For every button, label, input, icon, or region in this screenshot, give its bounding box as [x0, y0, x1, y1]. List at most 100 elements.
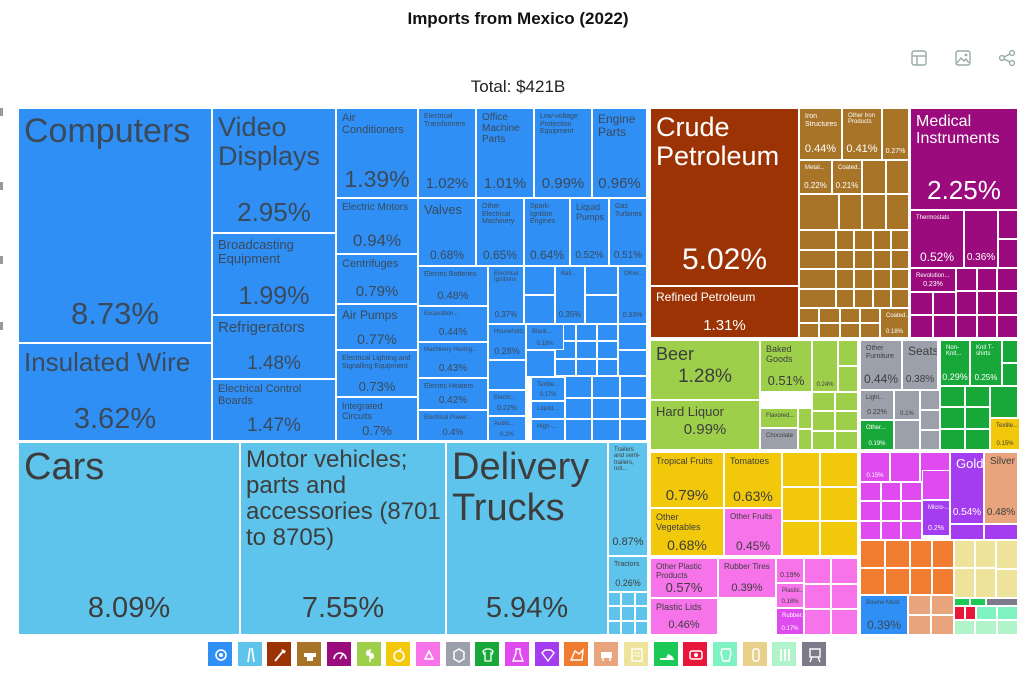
treemap-cell-other-furniture[interactable]: Other Furniture 0.44% — [860, 340, 902, 390]
treemap-cell-chemical-products-minor[interactable] — [901, 482, 922, 502]
treemap-cell-coated[interactable]: Coated... 0.21% — [832, 160, 862, 194]
treemap-cell-arts-and-antiques-minor[interactable] — [965, 606, 976, 620]
treemap-cell-metals-minor[interactable] — [854, 230, 873, 250]
treemap-cell-metals-minor[interactable] — [872, 269, 891, 289]
treemap-cell-other-fruits[interactable]: Other Fruits 0.45% — [724, 508, 782, 556]
treemap-cell-machines-minor[interactable] — [592, 376, 620, 398]
treemap-cell-textiles-minor[interactable] — [940, 428, 965, 450]
treemap-cell-metals-minor[interactable] — [839, 308, 860, 323]
treemap-cell-transportation-minor[interactable] — [634, 606, 648, 621]
treemap-cell-machines-minor[interactable] — [585, 266, 618, 295]
treemap-cell-paper-goods-minor[interactable] — [975, 568, 996, 598]
treemap-cell-instruments-minor[interactable] — [956, 268, 977, 292]
treemap-cell-transportation-minor[interactable] — [608, 620, 622, 635]
treemap-cell-vegetable-products-minor[interactable] — [820, 521, 858, 556]
treemap-cell-metals-minor[interactable] — [862, 194, 886, 230]
treemap-cell-hard-liquor[interactable]: Hard Liquor 0.99% — [650, 400, 760, 450]
treemap-cell-refined-petroleum[interactable]: Refined Petroleum 1.31% — [650, 286, 799, 338]
treemap-cell-arts-and-antiques-minor[interactable] — [954, 606, 965, 620]
treemap-cell-machines-minor[interactable] — [585, 295, 618, 324]
treemap-cell-plastics-and-rubbers-minor[interactable] — [804, 558, 831, 584]
treemap-cell-foodstuffs-minor[interactable] — [835, 430, 858, 450]
treemap-cell-engine-parts[interactable]: Engine Parts 0.96% — [592, 108, 647, 198]
treemap-cell-unlabeled[interactable]: 0.19% — [776, 558, 804, 583]
treemap-cell-integrated-circuits[interactable]: Integrated Circuits 0.7% — [336, 397, 418, 441]
treemap-cell-metals-minor[interactable] — [885, 160, 909, 194]
treemap-cell-unlabeled[interactable]: 0.27% — [882, 108, 909, 160]
treemap-cell-flavored[interactable]: Flavored... — [760, 408, 798, 428]
treemap-cell-gas-turbines[interactable]: Gas Turbines 0.51% — [609, 198, 647, 266]
treemap-cell-foodstuffs-minor[interactable] — [838, 340, 858, 366]
treemap-cell-baked-goods[interactable]: Baked Goods 0.51% — [760, 340, 812, 392]
legend-chemical-products-icon[interactable] — [504, 641, 530, 667]
treemap-cell-unlabeled[interactable]: 0.1% — [894, 390, 920, 420]
treemap-cell-metals-minor[interactable] — [839, 323, 860, 338]
treemap-cell-metals-minor[interactable] — [872, 230, 891, 250]
treemap-cell-stone-and-glass-minor[interactable] — [932, 540, 954, 568]
treemap-cell-machines-minor[interactable] — [618, 324, 647, 350]
treemap-cell-instruments-minor[interactable] — [998, 210, 1018, 239]
treemap-cell-animal-products-minor[interactable] — [908, 615, 931, 635]
treemap-cell-instruments-minor[interactable] — [956, 314, 977, 338]
treemap-cell-instruments-minor[interactable] — [976, 314, 998, 338]
legend-footwear-and-headwear-icon[interactable] — [652, 641, 679, 667]
treemap-cell-unlabeled[interactable]: 0.24% — [812, 340, 838, 392]
treemap-cell-transportation-minor[interactable] — [621, 620, 635, 635]
treemap-cell-plastics-and-rubbers-minor[interactable] — [831, 609, 858, 635]
treemap-cell-textiles-minor[interactable] — [1002, 340, 1018, 363]
treemap-cell-other-plastic-products[interactable]: Other Plastic Products 0.57% — [650, 558, 718, 598]
treemap-cell-stone-and-glass-minor[interactable] — [932, 567, 954, 595]
treemap-cell-electrical-control-boards[interactable]: Electrical Control Boards 1.47% — [212, 379, 336, 441]
treemap-cell-transportation-minor[interactable] — [608, 606, 622, 621]
treemap-cell-wood-products-minor[interactable] — [996, 620, 1018, 635]
treemap-cell-unlabeled[interactable]: 0.36% — [964, 210, 998, 268]
legend-metals-icon[interactable] — [296, 641, 323, 667]
legend-mineral-products-icon[interactable] — [266, 641, 293, 667]
treemap-cell-paper-goods-minor[interactable] — [975, 540, 996, 568]
treemap-cell-precious-metals-minor[interactable] — [984, 524, 1018, 540]
treemap-cell-metals-minor[interactable] — [819, 308, 840, 323]
treemap-cell-machinery-having[interactable]: Machinery Having... 0.43% — [418, 342, 488, 378]
treemap-cell-insulated-wire[interactable]: Insulated Wire 3.62% — [18, 343, 212, 441]
treemap-cell-plastics-and-rubbers-minor[interactable] — [804, 609, 831, 635]
treemap-cell-vegetable-products-minor[interactable] — [820, 452, 858, 487]
treemap-cell-valves[interactable]: Valves 0.68% — [418, 198, 476, 266]
treemap-cell-paper-goods-minor[interactable] — [954, 568, 975, 598]
treemap-cell-tractors[interactable]: Tractors 0.26% — [608, 556, 648, 592]
legend-arts-and-antiques-icon[interactable] — [682, 641, 709, 667]
treemap-cell-chemical-products-minor[interactable] — [880, 520, 902, 540]
treemap-cell-blank[interactable]: Blank... 0.18% — [526, 324, 564, 350]
treemap-cell-machines-minor[interactable] — [597, 358, 618, 376]
treemap-cell-chemical-products-minor[interactable] — [860, 482, 881, 502]
legend-animal-products-icon[interactable] — [593, 641, 620, 667]
treemap-cell-machines-minor[interactable] — [524, 295, 555, 324]
treemap-cell-ball[interactable]: Ball... 0.35% — [555, 266, 585, 324]
treemap-cell-silver[interactable]: Silver 0.48% — [984, 452, 1018, 524]
treemap-cell-textiles-minor[interactable] — [940, 407, 965, 429]
legend-miscellaneous-icon[interactable] — [444, 641, 471, 667]
legend-animal-hides-icon[interactable] — [711, 641, 738, 667]
treemap-cell-office-machine-parts[interactable]: Office Machine Parts 1.01% — [476, 108, 534, 198]
treemap-cell-broadcasting-equipment[interactable]: Broadcasting Equipment 1.99% — [212, 233, 336, 315]
treemap-cell-metals-minor[interactable] — [836, 288, 855, 308]
treemap-cell-stone-and-glass-minor[interactable] — [910, 567, 932, 595]
treemap-cell-electrical-ignitions[interactable]: Electrical Ignitions 0.37% — [488, 266, 524, 324]
treemap-cell-metals-minor[interactable] — [859, 308, 880, 323]
legend-stone-and-glass-icon[interactable] — [563, 641, 590, 667]
treemap-cell-electric-heaters[interactable]: Electric Heaters 0.42% — [418, 378, 488, 410]
treemap-cell-electrical-power[interactable]: Electrical Power... 0.4% — [418, 410, 488, 441]
treemap-cell-metals-minor[interactable] — [836, 269, 855, 289]
treemap-cell-chocolate[interactable]: Chocolate — [760, 428, 798, 450]
treemap-cell-instruments-minor[interactable] — [997, 291, 1018, 315]
treemap-cell-stone-and-glass-minor[interactable] — [860, 540, 885, 568]
treemap-cell-instruments-minor[interactable] — [997, 314, 1018, 338]
treemap-cell-machines-minor[interactable] — [565, 397, 593, 420]
treemap-cell-instruments-minor[interactable] — [910, 292, 933, 315]
treemap-cell-machines-minor[interactable] — [619, 397, 647, 420]
treemap-cell-foodstuffs-minor[interactable] — [835, 392, 858, 412]
legend-animal-and-vegetable-bi-products-icon[interactable] — [741, 641, 768, 667]
legend-textiles-icon[interactable] — [474, 641, 501, 667]
treemap-cell-transportation-minor[interactable] — [634, 620, 648, 635]
treemap-cell-gold[interactable]: Gold 0.54% — [950, 452, 984, 524]
treemap-cell-transportation-minor[interactable] — [634, 592, 648, 607]
